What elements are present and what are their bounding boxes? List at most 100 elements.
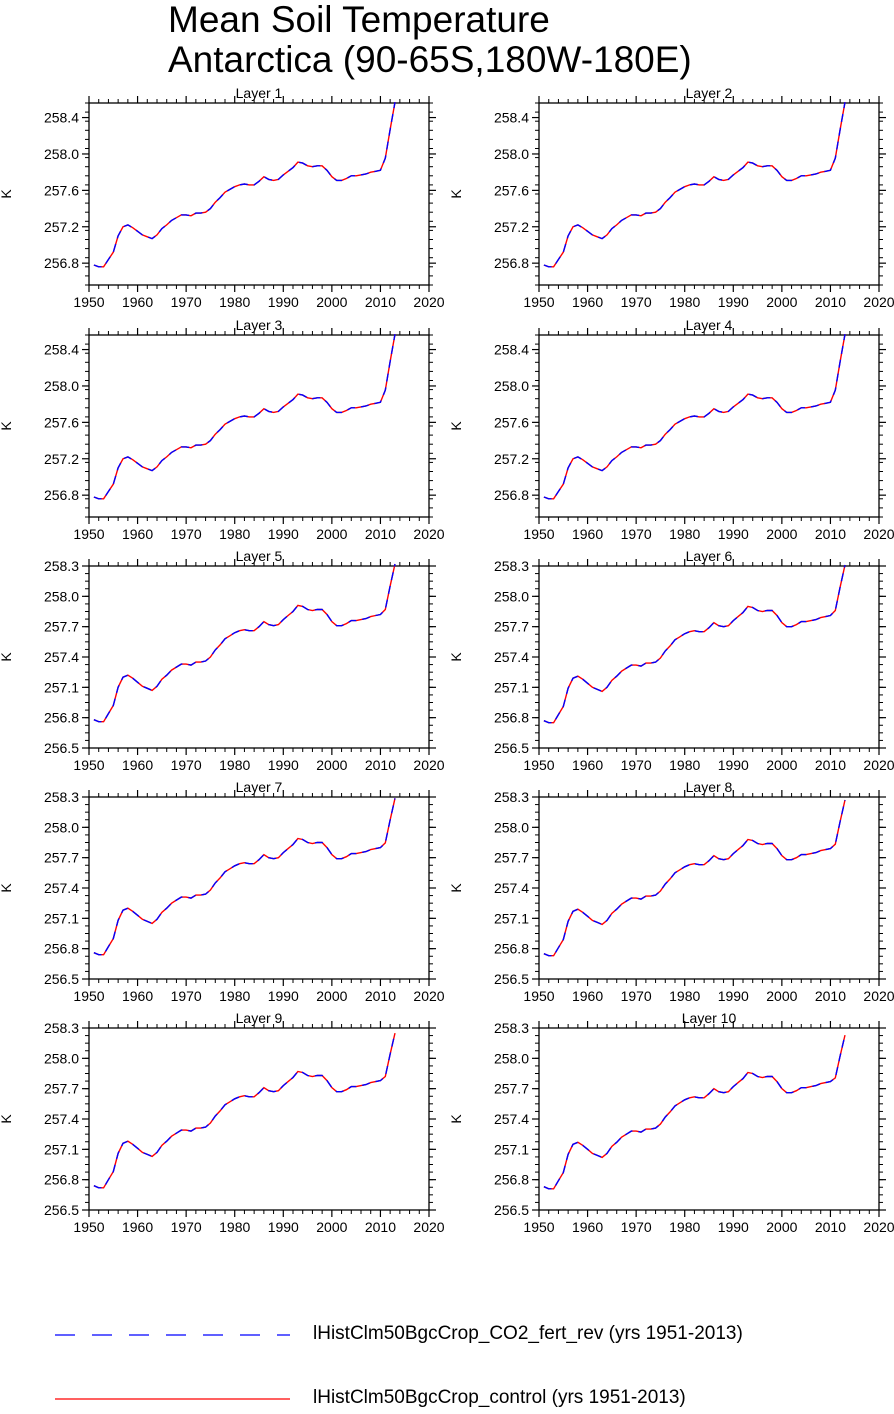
y-axis-label: K	[0, 652, 14, 662]
y-tick-label: 258.4	[44, 342, 79, 358]
x-tick-label: 2000	[766, 294, 797, 310]
y-tick-label: 257.2	[44, 219, 79, 235]
x-tick-label: 2020	[413, 294, 444, 310]
x-tick-label: 1950	[523, 988, 554, 1004]
x-tick-label: 1960	[572, 757, 603, 773]
y-tick-label: 257.7	[44, 1081, 79, 1097]
y-tick-label: 256.8	[494, 487, 529, 503]
panel-10: 1950 1960 1970 1980 1990 2000 2010 2020 256.5 256…	[448, 1010, 894, 1235]
x-tick-label: 1960	[572, 1219, 603, 1235]
x-tick-label: 2010	[365, 1219, 396, 1235]
panel-title: Layer 6	[686, 548, 733, 564]
x-tick-label: 1990	[718, 988, 749, 1004]
y-tick-label: 256.8	[494, 1172, 529, 1188]
y-tick-label: 258.4	[494, 342, 529, 358]
plot-frame	[88, 334, 430, 518]
legend-label-control: lHistClm50BgcCrop_control (yrs 1951-2013…	[313, 1387, 686, 1408]
x-tick-label: 1960	[122, 1219, 153, 1235]
x-tick-label: 1950	[73, 988, 104, 1004]
x-tick-label: 1950	[73, 294, 104, 310]
panel-title: Layer 2	[686, 85, 733, 101]
x-tick-label: 1950	[73, 1219, 104, 1235]
x-tick-label: 1970	[621, 526, 652, 542]
y-tick-label: 256.8	[494, 710, 529, 726]
panel-title: Layer 1	[236, 85, 283, 101]
y-axis-label: K	[0, 1114, 14, 1124]
x-tick-label: 1960	[122, 757, 153, 773]
x-tick-label: 2020	[863, 526, 894, 542]
x-tick-label: 2010	[365, 526, 396, 542]
x-tick-label: 2020	[413, 988, 444, 1004]
x-tick-label: 1970	[171, 526, 202, 542]
x-tick-label: 2010	[815, 757, 846, 773]
chart-title-line2: Antarctica (90-65S,180W-180E)	[168, 39, 692, 80]
chart-title: Mean Soil Temperature Antarctica (90-65S…	[168, 0, 692, 80]
series-line-control	[93, 1032, 396, 1189]
series-line-co2-fert-rev	[543, 1034, 846, 1190]
y-tick-label: 258.0	[44, 588, 79, 604]
y-axis-label: K	[0, 189, 14, 199]
y-tick-label: 258.3	[44, 789, 79, 805]
y-tick-label: 256.5	[44, 1202, 79, 1218]
x-tick-label: 2010	[815, 988, 846, 1004]
x-tick-label: 2020	[413, 757, 444, 773]
x-tick-label: 1980	[669, 294, 700, 310]
x-tick-label: 2000	[766, 988, 797, 1004]
y-tick-label: 257.4	[44, 1111, 79, 1127]
y-tick-label: 257.1	[494, 910, 529, 926]
x-tick-label: 1950	[73, 526, 104, 542]
y-tick-label: 258.0	[494, 378, 529, 394]
x-tick-label: 1980	[219, 526, 250, 542]
x-tick-label: 2020	[413, 526, 444, 542]
y-tick-label: 257.7	[44, 619, 79, 635]
x-tick-label: 1950	[523, 757, 554, 773]
y-axis-label: K	[0, 883, 14, 893]
x-tick-label: 1980	[219, 988, 250, 1004]
x-tick-label: 1960	[122, 526, 153, 542]
x-tick-label: 2000	[766, 757, 797, 773]
series-line-co2-fert-rev	[93, 101, 396, 268]
x-tick-label: 1950	[523, 1219, 554, 1235]
x-tick-label: 2020	[863, 988, 894, 1004]
x-tick-label: 2000	[316, 1219, 347, 1235]
y-tick-label: 256.8	[44, 710, 79, 726]
x-tick-label: 1990	[718, 757, 749, 773]
x-tick-label: 1990	[268, 1219, 299, 1235]
panel-title: Layer 5	[236, 548, 283, 564]
x-tick-label: 1980	[669, 988, 700, 1004]
series-line-co2-fert-rev	[93, 1032, 396, 1189]
panel-title: Layer 7	[236, 779, 283, 795]
y-tick-label: 256.8	[494, 941, 529, 957]
panel-title: Layer 3	[236, 317, 283, 333]
y-tick-label: 257.2	[494, 451, 529, 467]
y-tick-label: 258.0	[44, 1050, 79, 1066]
y-tick-label: 257.2	[44, 451, 79, 467]
chart-title-line1: Mean Soil Temperature	[168, 0, 550, 40]
y-tick-label: 257.7	[494, 1081, 529, 1097]
panel-2: 1950 1960 1970 1980 1990 2000 2010 2020 256.8 257…	[448, 85, 894, 310]
y-tick-label: 258.0	[44, 378, 79, 394]
x-tick-label: 1970	[621, 988, 652, 1004]
x-tick-label: 1960	[572, 526, 603, 542]
y-tick-label: 256.5	[494, 971, 529, 987]
y-tick-label: 258.0	[494, 1050, 529, 1066]
panel-3: 1950 1960 1970 1980 1990 2000 2010 2020 256.8 257…	[0, 317, 445, 542]
x-tick-label: 2000	[316, 526, 347, 542]
plot-frame	[88, 796, 430, 980]
y-tick-label: 257.6	[494, 182, 529, 198]
x-tick-label: 1990	[718, 1219, 749, 1235]
x-tick-label: 1960	[572, 294, 603, 310]
x-tick-label: 2020	[413, 1219, 444, 1235]
panel-title: Layer 10	[682, 1010, 737, 1026]
y-tick-label: 257.6	[44, 182, 79, 198]
panel-title: Layer 4	[686, 317, 733, 333]
x-tick-label: 1990	[718, 526, 749, 542]
x-tick-label: 2020	[863, 757, 894, 773]
x-tick-label: 2010	[365, 294, 396, 310]
y-tick-label: 256.5	[44, 971, 79, 987]
y-tick-label: 258.0	[494, 146, 529, 162]
x-tick-label: 1960	[572, 988, 603, 1004]
x-tick-label: 1950	[523, 294, 554, 310]
x-tick-label: 2010	[365, 988, 396, 1004]
y-tick-label: 257.7	[494, 850, 529, 866]
